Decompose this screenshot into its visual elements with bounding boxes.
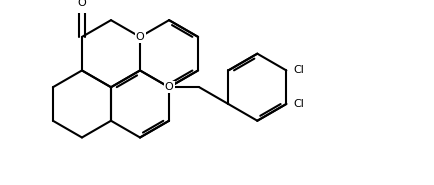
Text: O: O (164, 82, 174, 92)
Text: O: O (136, 32, 145, 42)
Text: O: O (78, 0, 86, 8)
Text: Cl: Cl (294, 99, 305, 109)
Text: Cl: Cl (294, 65, 305, 75)
